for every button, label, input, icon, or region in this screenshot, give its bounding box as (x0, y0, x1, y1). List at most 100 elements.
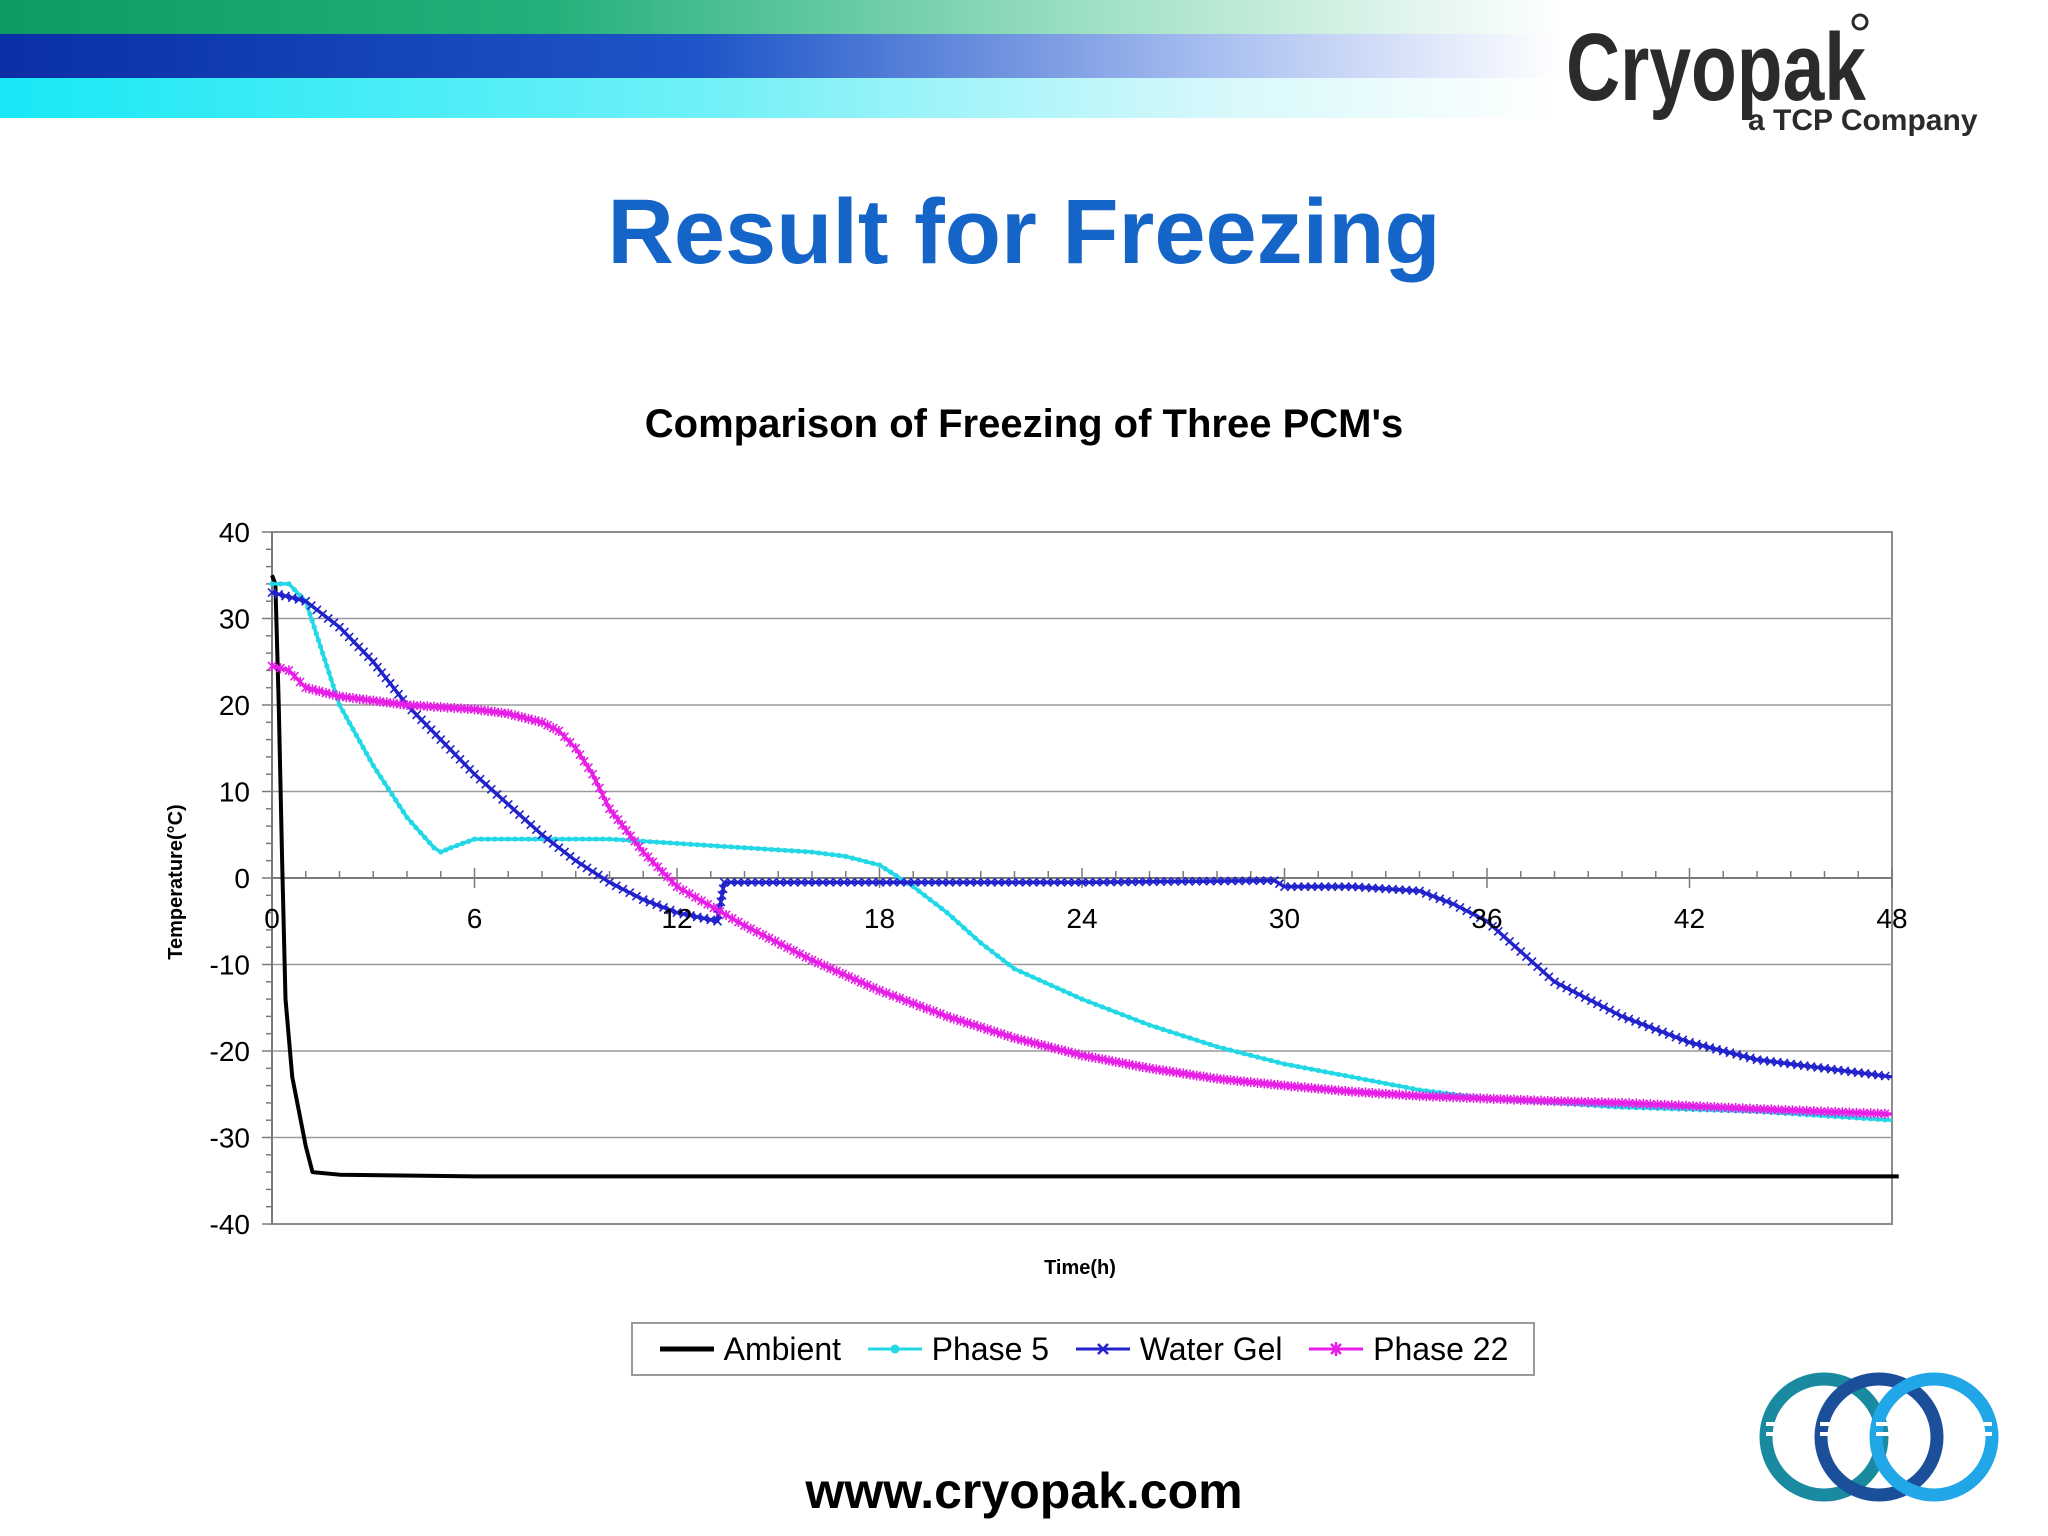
data-point (1356, 1075, 1362, 1081)
data-point (1023, 1036, 1033, 1047)
data-point (978, 940, 984, 946)
data-point (1086, 999, 1092, 1005)
data-point (363, 750, 370, 757)
data-point (863, 858, 869, 865)
data-point (400, 809, 406, 815)
data-point (825, 963, 835, 974)
data-point (309, 618, 315, 624)
data-point (1268, 1057, 1274, 1064)
data-point (735, 844, 741, 850)
data-point (969, 1020, 979, 1031)
data-point (844, 971, 854, 982)
data-point (1141, 877, 1151, 887)
data-point (1342, 1073, 1348, 1079)
data-point (1868, 1116, 1874, 1122)
data-point (881, 988, 891, 999)
data-point (604, 877, 615, 887)
data-point (819, 960, 829, 971)
footer-url[interactable]: www.cryopak.com (805, 1463, 1243, 1519)
data-point (849, 855, 856, 861)
data-point (696, 895, 707, 906)
tick-labels: 40 30 20 10 0 -10 -20 -30 -40 0 6 12 18 24 30 36 42 48 (210, 517, 1908, 1240)
data-point (277, 581, 284, 587)
data-point (1549, 977, 1560, 987)
data-point (1583, 1097, 1593, 1108)
data-point (286, 581, 292, 587)
data-point (1106, 1006, 1112, 1013)
data-point (1113, 1009, 1119, 1015)
data-point (1644, 1022, 1654, 1032)
data-point (1011, 966, 1018, 972)
data-point (1315, 1067, 1321, 1074)
data-point (728, 844, 734, 850)
data-point (323, 613, 333, 624)
data-point (1509, 1094, 1519, 1105)
data-point (721, 843, 727, 850)
data-point (548, 838, 558, 848)
data-point (660, 839, 667, 846)
data-point (1000, 877, 1010, 887)
ring-sky-icon (1869, 1372, 1999, 1502)
data-point (1652, 1099, 1663, 1110)
data-point (1570, 1096, 1580, 1107)
data-point (1006, 961, 1012, 968)
legend-label: Ambient (723, 1330, 842, 1367)
data-point (986, 877, 996, 887)
data-point (1421, 1091, 1431, 1102)
data-point (1724, 1102, 1734, 1113)
data-point (1448, 899, 1458, 909)
data-point (775, 847, 781, 853)
data-point (1718, 1046, 1728, 1056)
data-point (1205, 876, 1215, 886)
data-point (503, 708, 513, 719)
data-point (829, 852, 835, 858)
header-band-green (0, 0, 1560, 34)
data-point (708, 842, 714, 849)
data-point (523, 713, 534, 724)
data-point (1070, 877, 1080, 887)
data-point (1475, 1093, 1485, 1104)
data-point (1120, 877, 1130, 887)
data-point (1759, 1104, 1769, 1115)
data-point (322, 656, 328, 663)
data-point (726, 877, 736, 887)
data-point (1482, 1093, 1492, 1104)
data-point (1091, 877, 1101, 887)
data-point (701, 842, 707, 848)
data-point (1262, 876, 1272, 886)
data-point (1221, 1045, 1227, 1052)
data-point (1200, 1039, 1207, 1045)
data-point (617, 820, 627, 831)
data-point (1435, 1091, 1445, 1102)
data-point (593, 870, 603, 880)
x-tick-label: 48 (1876, 903, 1907, 934)
chart-legend: Ambient Phase 5 Water Gel Phase 22 (631, 1322, 1535, 1376)
data-point (1468, 1093, 1479, 1104)
data-point (408, 819, 415, 826)
data-point (715, 906, 725, 917)
data-point (1389, 1082, 1396, 1088)
data-point (305, 605, 311, 611)
data-point (1731, 1103, 1741, 1113)
data-point (1077, 1050, 1087, 1061)
data-point (1562, 983, 1572, 993)
data-point (1859, 1108, 1869, 1119)
data-point (1254, 1054, 1261, 1060)
data-point (1198, 876, 1208, 886)
data-point (703, 899, 713, 910)
data-point (1248, 1052, 1254, 1058)
data-point (413, 824, 419, 831)
data-point (868, 982, 878, 993)
data-point (893, 873, 899, 879)
data-point (1816, 1106, 1826, 1117)
data-point (1212, 876, 1222, 886)
data-point (674, 840, 680, 847)
data-point (684, 888, 694, 899)
data-point (1279, 882, 1290, 892)
data-point (517, 712, 527, 723)
data-point (1274, 879, 1285, 889)
data-point (1327, 882, 1337, 892)
data-point (694, 842, 700, 848)
data-point (1631, 1098, 1641, 1109)
y-tick-label: -40 (210, 1209, 250, 1240)
